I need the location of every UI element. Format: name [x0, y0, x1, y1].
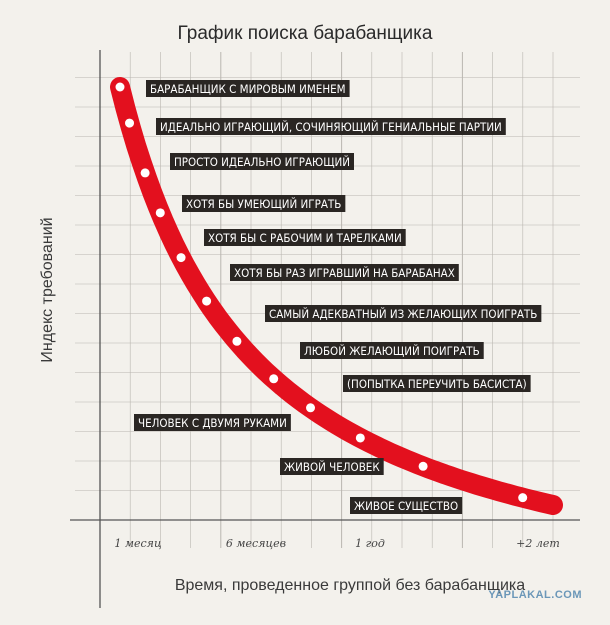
point-label-text: БАРАБАНЩИК С МИРОВЫМ ИМЕНЕМ: [150, 82, 346, 96]
x-ticks: 1 месяц 6 месяцев 1 год +2 лет: [114, 537, 559, 550]
point-label: ИДЕАЛЬНО ИГРАЮЩИЙ, СОЧИНЯЮЩИЙ ГЕНИАЛЬНЫЕ…: [156, 118, 506, 135]
point-label-text: ЖИВОЙ ЧЕЛОВЕК: [284, 459, 380, 474]
curve-point: [202, 296, 212, 306]
point-label-bg: [134, 414, 291, 431]
point-label-text: САМЫЙ АДЕКВАТНЫЙ ИЗ ЖЕЛАЮЩИХ ПОИГРАТЬ: [269, 306, 537, 321]
curve-point: [355, 433, 365, 443]
axes: [70, 50, 580, 608]
point-label-bg: [230, 264, 459, 281]
point-label: САМЫЙ АДЕКВАТНЫЙ ИЗ ЖЕЛАЮЩИХ ПОИГРАТЬ: [265, 305, 542, 322]
point-labels: БАРАБАНЩИК С МИРОВЫМ ИМЕНЕМ ИДЕАЛЬНО ИГРА…: [134, 80, 542, 514]
point-label-text: ЧЕЛОВЕК С ДВУМЯ РУКАМИ: [138, 416, 287, 430]
point-label-text: ЖИВОЕ СУЩЕСТВО: [354, 499, 458, 513]
curve-point: [125, 118, 135, 128]
point-label-text: ХОТЯ БЫ С РАБОЧИМ И ТАРЕЛКАМИ: [208, 231, 402, 245]
curve-point: [306, 403, 316, 413]
y-axis-label: Индекс требований: [39, 217, 56, 362]
point-label-text: ИДЕАЛЬНО ИГРАЮЩИЙ, СОЧИНЯЮЩИЙ ГЕНИАЛЬНЫЕ…: [160, 119, 502, 134]
x-tick-2: 6 месяцев: [226, 537, 286, 550]
point-label: ЖИВОЙ ЧЕЛОВЕК: [280, 458, 384, 475]
point-label: БАРАБАНЩИК С МИРОВЫМ ИМЕНЕМ: [146, 80, 350, 97]
x-tick-1: 1 месяц: [114, 537, 162, 550]
curve-point: [418, 461, 428, 471]
point-label-text: ПРОСТО ИДЕАЛЬНО ИГРАЮЩИЙ: [174, 154, 350, 169]
point-label-bg: [343, 375, 531, 392]
point-label: ХОТЯ БЫ С РАБОЧИМ И ТАРЕЛКАМИ: [204, 229, 406, 246]
point-label-bg: [182, 195, 346, 212]
x-tick-3: 1 год: [355, 537, 385, 550]
point-label-text: ХОТЯ БЫ УМЕЮЩИЙ ИГРАТЬ: [186, 196, 341, 211]
curve-point: [155, 208, 165, 218]
point-label: ЛЮБОЙ ЖЕЛАЮЩИЙ ПОИГРАТЬ: [300, 342, 484, 359]
curve-point: [518, 493, 528, 503]
point-label: ХОТЯ БЫ РАЗ ИГРАВШИЙ НА БАРАБАНАХ: [230, 264, 459, 281]
point-label-bg: [170, 153, 354, 170]
point-label-bg: [350, 497, 463, 514]
point-label: ЖИВОЕ СУЩЕСТВО: [350, 497, 463, 514]
point-label-bg: [204, 229, 406, 246]
chart-title: График поиска барабанщика: [178, 23, 433, 44]
curve-point: [140, 168, 150, 178]
point-label: ЧЕЛОВЕК С ДВУМЯ РУКАМИ: [134, 414, 291, 431]
x-axis-label: Время, проведенное группой без барабанщи…: [175, 577, 525, 594]
curve-point: [232, 336, 242, 346]
curve-point: [115, 82, 125, 92]
point-label-bg: [265, 305, 542, 322]
point-label-bg: [146, 80, 350, 97]
point-label: (ПОПЫТКА ПЕРЕУЧИТЬ БАСИСТА): [343, 375, 531, 392]
point-label-bg: [280, 458, 384, 475]
point-label-text: (ПОПЫТКА ПЕРЕУЧИТЬ БАСИСТА): [347, 377, 527, 391]
point-label: ХОТЯ БЫ УМЕЮЩИЙ ИГРАТЬ: [182, 195, 346, 212]
point-label-text: ЛЮБОЙ ЖЕЛАЮЩИЙ ПОИГРАТЬ: [304, 343, 480, 358]
curve-points: [115, 82, 528, 503]
curve-point: [269, 374, 279, 384]
requirements-curve: [110, 77, 563, 515]
x-tick-4: +2 лет: [516, 537, 560, 550]
point-label-bg: [300, 342, 484, 359]
point-label-text: ХОТЯ БЫ РАЗ ИГРАВШИЙ НА БАРАБАНАХ: [234, 265, 455, 280]
point-label: ПРОСТО ИДЕАЛЬНО ИГРАЮЩИЙ: [170, 153, 354, 170]
point-label-bg: [156, 118, 506, 135]
watermark: YAPLAKAL.COM: [488, 589, 582, 601]
curve-point: [176, 253, 186, 263]
